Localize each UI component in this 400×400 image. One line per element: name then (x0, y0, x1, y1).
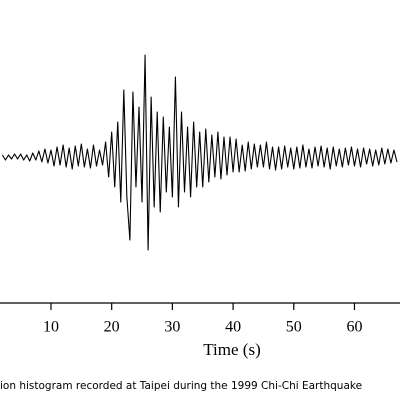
x-tick-label: 40 (225, 319, 241, 336)
x-tick-label: 60 (346, 319, 362, 336)
x-tick-label: 10 (43, 319, 59, 336)
x-tick-label: 20 (104, 319, 120, 336)
x-tick-label: 50 (286, 319, 302, 336)
caption: ion histogram recorded at Taipei during … (0, 380, 362, 392)
x-tick-label: 30 (164, 319, 180, 336)
seismogram-line (1, 54, 398, 251)
x-axis-title: Time (s) (203, 340, 260, 359)
